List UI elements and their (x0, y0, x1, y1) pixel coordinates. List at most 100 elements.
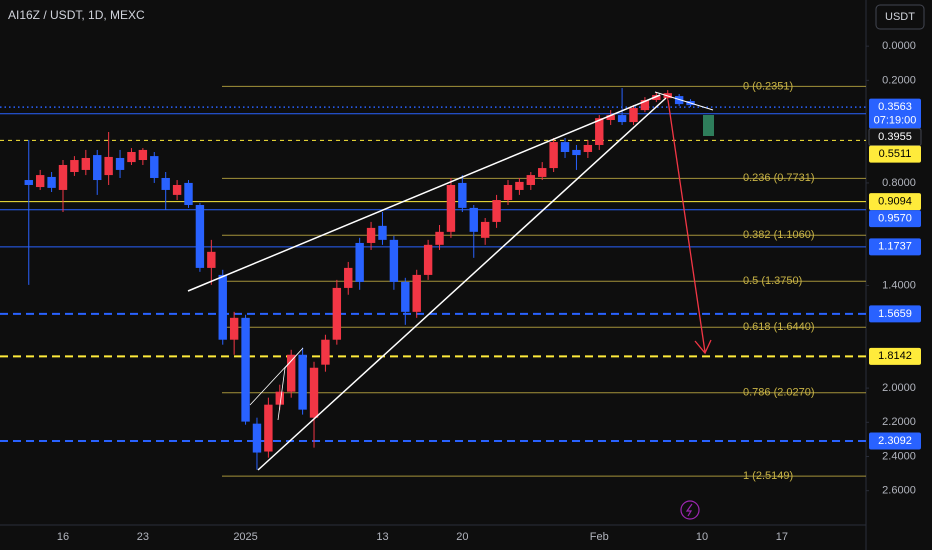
price-label-box (869, 347, 921, 365)
button-frame[interactable] (875, 4, 925, 30)
y-tick-label: 0.0000 (882, 40, 916, 52)
axes: 0.0000 0.2000 0.8000 1.4000 2.0000 2.2000 2.40… (57, 40, 922, 543)
candles (24, 88, 695, 470)
candle-body (412, 274, 421, 312)
fib-label: 0.236 (0.7731) (743, 172, 815, 184)
candle-body (252, 423, 262, 453)
y-tick-label: 2.0000 (882, 382, 916, 394)
y-tick-label: 1.4000 (882, 279, 916, 291)
candle-body (446, 184, 456, 232)
price-label: 1.1737 (878, 241, 912, 253)
x-tick-label: 17 (776, 531, 788, 543)
fib-label: 1 (2.5149) (743, 470, 793, 482)
candle-body (264, 404, 273, 452)
fib-label: 0.382 (1.1060) (743, 229, 815, 241)
candle-body (275, 391, 284, 405)
candle-body (423, 244, 433, 275)
price-label: 0.5511 (879, 148, 912, 160)
button-label[interactable]: USDT (885, 11, 915, 23)
alert-icon (680, 500, 700, 520)
candle-body (606, 115, 615, 121)
candle-body (572, 149, 581, 156)
candle-body (298, 354, 307, 410)
candle-body (549, 142, 558, 169)
y-tick-label: 2.4000 (882, 450, 916, 462)
candle-body (366, 227, 376, 243)
drawings (187, 91, 714, 520)
candle-body (526, 175, 536, 185)
price-label: 2.3092 (878, 435, 912, 447)
candle-body (138, 149, 148, 161)
price-label: 0.3955 (878, 131, 912, 143)
x-tick-label: 13 (376, 531, 388, 543)
candle-body (207, 251, 216, 268)
candle-body (652, 95, 661, 101)
countdown: 07:19:00 (874, 114, 917, 126)
fib-label: 0 (0.2351) (743, 80, 793, 92)
candle-body (560, 142, 570, 152)
candle-body (617, 115, 627, 123)
projection-box (703, 115, 714, 136)
arrow-head (694, 339, 712, 355)
target-arrow (667, 99, 706, 353)
candle-body (309, 367, 319, 418)
candle-body (674, 96, 684, 105)
candle-body (287, 354, 296, 392)
candle-body (640, 100, 650, 111)
price-label: 0.9570 (878, 213, 912, 225)
candle-body (241, 317, 250, 422)
fib-label: 0.786 (2.0270) (743, 387, 815, 399)
candle-body (538, 168, 547, 177)
candle-body (389, 239, 399, 282)
candle-body (81, 157, 91, 170)
price-lines: 0 (0.2351) 0.236 (0.7731) 0.382 (1.1060) 0.… (0, 80, 866, 482)
price-label-box (869, 210, 921, 228)
wedge-lower (257, 97, 667, 471)
candle-body (458, 182, 467, 208)
y-tick-label: 2.2000 (882, 416, 916, 428)
chart-title: AI16Z / USDT, 1D, MEXC (8, 8, 145, 22)
wedge-upper (187, 94, 661, 292)
price-label-box (869, 238, 921, 256)
x-tick-label: 10 (696, 531, 708, 543)
currency-button[interactable]: USDT (875, 4, 925, 30)
price-label-box (869, 305, 921, 323)
candle-body (104, 156, 113, 176)
y-tick-label: 0.2000 (882, 74, 916, 86)
candle-body (161, 177, 170, 190)
candle-body (480, 221, 490, 238)
alert-bolt (685, 503, 693, 517)
candle-body (469, 207, 478, 232)
candle-body (378, 225, 387, 240)
candle-body (435, 231, 444, 245)
x-tick-label: 2025 (233, 531, 257, 543)
candle-body (492, 200, 501, 222)
x-tick-label: 16 (57, 531, 69, 543)
trend-line (654, 91, 714, 111)
price-label: 1.5659 (878, 308, 912, 320)
candle-body (503, 184, 513, 201)
candle-body (332, 287, 342, 340)
fib-label: 0.618 (1.6440) (743, 321, 815, 333)
candle-body (344, 267, 353, 288)
candle-body (515, 181, 524, 190)
candle-body (70, 160, 79, 172)
small-wedge (249, 347, 304, 421)
price-label-box (869, 193, 921, 211)
candle-body (583, 144, 593, 152)
candle-body (150, 156, 159, 178)
x-tick-label: Feb (590, 531, 609, 543)
candle-body (93, 155, 102, 181)
candle-body (58, 164, 68, 190)
candle-body (24, 180, 33, 185)
candle-body (172, 184, 182, 195)
price-label-box (869, 145, 921, 163)
x-tick-label: 23 (137, 531, 149, 543)
candle-body (321, 339, 330, 365)
candle-body (595, 118, 604, 145)
x-tick-label: 20 (456, 531, 468, 543)
candle-body (401, 281, 410, 312)
candle-body (184, 182, 193, 205)
